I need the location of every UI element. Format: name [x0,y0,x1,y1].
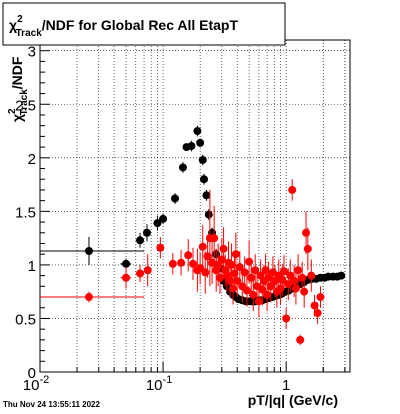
data-point [200,173,209,185]
data-point [198,225,207,269]
grid-lines [40,40,350,372]
data-point [120,258,132,270]
data-point [291,272,300,305]
data-point [300,275,309,308]
y-axis-label: χ2Track/NDF [7,56,30,122]
data-point [235,250,244,284]
data-point [227,243,236,287]
y-tick-label: 3 [28,44,36,61]
plot-frame [39,39,351,373]
x-tick-label: 10-2 [23,374,49,394]
y-tick-label: 0 [28,365,36,382]
data-point [210,206,219,271]
data-point [242,274,251,307]
data-point [193,125,202,137]
data-point [142,224,151,242]
data-point [303,227,312,271]
data-point [230,257,239,290]
data-point [135,264,145,283]
data-point [296,334,305,346]
data-point [196,138,205,148]
data-point [189,247,198,280]
data-point [249,278,258,311]
chart-title: χ2 Track/NDF for Global Rec All EtapT [9,14,238,39]
data-point [240,256,249,289]
data-point [204,209,213,220]
x-axis-label: pT/|q| (GeV/c) [248,392,338,408]
data-point [135,232,145,248]
axes: 0 0.5 1 1.5 2 2.5 3 10-2 10-1 1 [15,39,346,394]
data-point [184,239,193,272]
y-tick-label: 2 [28,151,36,168]
data-point [120,267,132,289]
data-point [313,302,322,324]
data-point [40,291,145,303]
data-marks [40,125,346,346]
timestamp: Thu Nov 24 13:55:11 2022 [3,400,100,409]
y-tick-label: 1.5 [15,204,36,221]
data-point [229,272,238,305]
data-point [159,213,168,225]
data-point [279,255,288,288]
y-tick-label: 0.5 [15,311,36,328]
data-point [198,154,207,166]
data-point [143,254,152,287]
data-point [307,259,316,292]
data-point [171,193,180,204]
y-tick-label: 1 [28,258,36,275]
data-point [282,307,291,330]
y-tick-label: 2.5 [15,97,36,114]
data-point [40,237,145,265]
data-point [187,140,196,152]
data-point [261,254,270,287]
data-point [233,264,242,298]
data-point [178,162,187,173]
x-tick-label: 1 [282,377,290,394]
x-tick-label: 10-1 [146,374,172,394]
data-point [294,254,303,287]
data-point [153,215,162,231]
data-point [231,232,240,276]
title-box: χ2 Track/NDF for Global Rec All EtapT [2,2,286,46]
data-point [156,237,165,259]
data-point [288,179,297,201]
data-point [316,286,325,308]
data-point [202,189,211,201]
data-point [168,253,177,275]
data-point [337,271,346,280]
data-point [219,227,228,271]
data-point [177,249,186,276]
